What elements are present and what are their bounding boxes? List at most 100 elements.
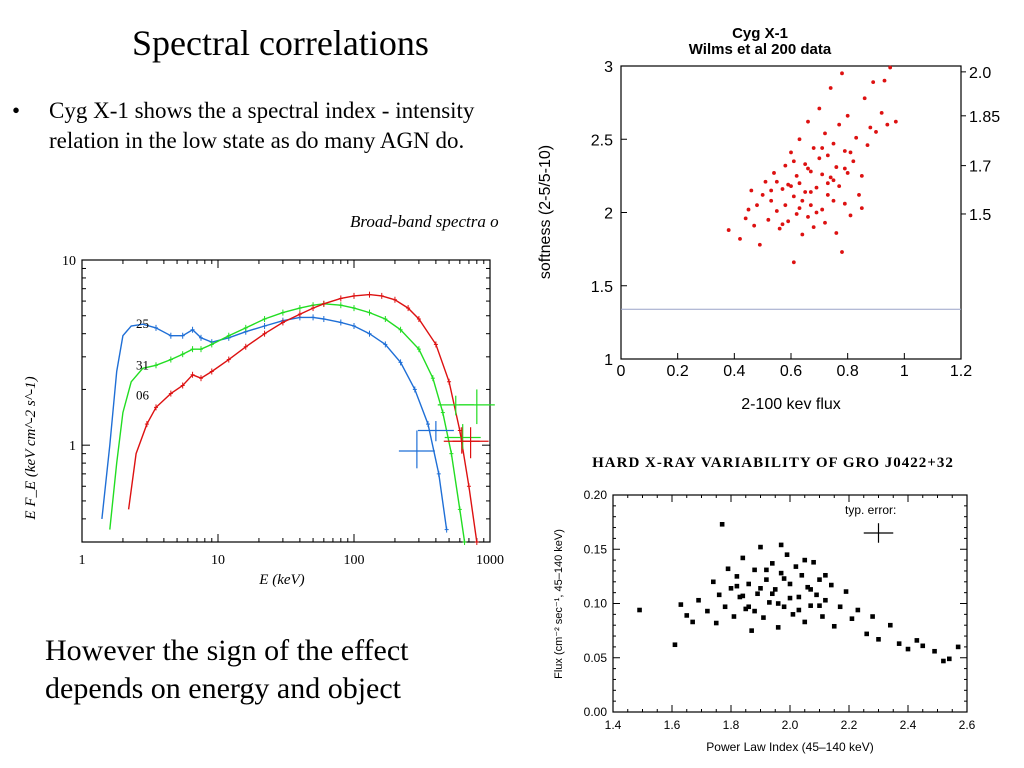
spectra-x-tick-label: 10 (211, 553, 225, 568)
gro-x-tick-label: 1.6 (664, 718, 681, 732)
cygx1-data-point (879, 110, 884, 115)
cygx1-data-point (806, 119, 810, 124)
cygx1-data-point (794, 212, 799, 216)
gro-data-point (770, 561, 775, 566)
cygx1-data-point (755, 203, 759, 208)
gro-data-point (755, 591, 760, 597)
cygx1-x-tick-label: 0.6 (780, 363, 802, 380)
cygx1-y-tick-label: 1 (604, 352, 613, 369)
cygx1-right-tick-label: 1.7 (969, 159, 991, 176)
cygx1-data-point (842, 149, 847, 153)
gro-data-point (761, 615, 766, 620)
cygx1-data-point (814, 210, 819, 215)
cygx1-data-point (862, 96, 867, 101)
cygx1-y-axis-label: softness (2-5/5-10) (537, 145, 554, 279)
gro-x-tick-label: 1.8 (723, 718, 740, 732)
spectra-y-tick-label: 1 (69, 439, 76, 454)
gro-data-point (749, 628, 754, 633)
gro-data-point (781, 576, 787, 581)
cygx1-data-point (783, 203, 788, 208)
cygx1-x-tick-label: 1 (900, 363, 909, 380)
cygx1-data-point (800, 232, 805, 237)
cygx1-x-tick-label: 0 (617, 363, 626, 380)
cygx1-data-point (808, 190, 813, 194)
cygx1-data-point (780, 222, 785, 227)
cygx1-data-point (780, 187, 785, 191)
cygx1-data-point (888, 65, 893, 70)
gro-data-point (731, 614, 737, 619)
gro-data-point (781, 604, 787, 610)
cygx1-data-point (840, 71, 844, 76)
gro-data-point (716, 592, 722, 598)
cygx1-data-point (859, 173, 864, 178)
cygx1-data-point (783, 163, 788, 168)
gro-data-point (711, 579, 716, 585)
cygx1-right-tick-label: 1.85 (969, 109, 1000, 126)
gro-data-point (888, 622, 893, 628)
cygx1-data-point (743, 216, 748, 221)
spectrum-line-06 (127, 293, 478, 543)
cygx1-title: Cyg X-1 (732, 25, 788, 42)
gro-data-point (740, 555, 746, 561)
gro-x-tick-label: 2.0 (782, 718, 799, 732)
spectra-y-axis-label: E F_E (keV cm^-2 s^-1) (23, 376, 39, 520)
gro-data-point (808, 603, 813, 608)
cut-caption: Broad-band spectra o (350, 212, 499, 231)
cygx1-data-point (803, 162, 808, 167)
cygx1-data-point (874, 130, 878, 134)
cygx1-data-point (766, 217, 771, 222)
cygx1-data-point (797, 181, 802, 186)
cygx1-data-point (789, 184, 793, 189)
cygx1-data-point (786, 219, 791, 224)
gro-data-point (684, 613, 690, 618)
gro-data-point (767, 600, 772, 605)
cygx1-data-point (772, 171, 776, 175)
gro-data-point (778, 542, 784, 548)
cygx1-right-tick-label: 1.5 (969, 207, 991, 224)
cygx1-y-tick-label: 2 (604, 206, 613, 223)
gro-data-point (734, 583, 740, 589)
gro-y-tick-label: 0.10 (584, 597, 608, 611)
cygx1-plot-frame (620, 65, 962, 360)
gro-data-point (799, 572, 805, 578)
cygx1-data-point (893, 119, 898, 124)
spectrum-line-31 (109, 303, 466, 543)
gro-data-point (802, 619, 808, 625)
gro-data-point (770, 591, 775, 597)
gro-data-point (743, 606, 749, 612)
footer-text: However the sign of the effect depends o… (45, 634, 409, 705)
gro-data-point (728, 586, 734, 591)
cygx1-data-point (820, 172, 825, 177)
gro-y-tick-label: 0.05 (584, 651, 608, 665)
gro-data-point (870, 614, 875, 619)
spectrum-label-31: 31 (136, 357, 149, 372)
gro-data-point (752, 608, 757, 614)
cygx1-data-point (842, 166, 847, 171)
gro-data-point (690, 619, 695, 625)
cygx1-data-point (828, 86, 833, 90)
gro-chart: HARD X-RAY VARIABILITY OF GRO J0422+32 1… (553, 455, 976, 754)
bullet-marker: • (12, 98, 21, 123)
gro-data-point (672, 642, 678, 648)
cygx1-data-point (845, 113, 850, 118)
gro-data-point (713, 620, 719, 626)
cygx1-y-tick-label: 2.5 (591, 132, 613, 149)
cygx1-data-point (831, 178, 836, 183)
gro-data-point (855, 607, 861, 613)
cygx1-data-point (760, 193, 765, 197)
cygx1-y-tick-label: 1.5 (591, 279, 613, 296)
cygx1-data-point (834, 231, 839, 235)
gro-data-point (805, 584, 810, 590)
gro-data-point (955, 644, 961, 650)
gro-data-point (793, 564, 799, 569)
gro-y-tick-label: 0.20 (584, 488, 608, 502)
cygx1-chart: Cyg X-1 Wilms et al 200 data 0 0.2 0.4 0.6 0… (537, 25, 1000, 413)
gro-data-point (787, 581, 793, 587)
spectra-x-axis-label: E (keV) (258, 572, 304, 588)
cygx1-data-point (769, 188, 774, 193)
spectra-x-tick-label: 1000 (476, 553, 504, 568)
cygx1-data-point (865, 143, 870, 148)
cygx1-data-point (848, 150, 853, 155)
cygx1-data-point (777, 226, 782, 231)
cygx1-data-point (825, 181, 830, 186)
